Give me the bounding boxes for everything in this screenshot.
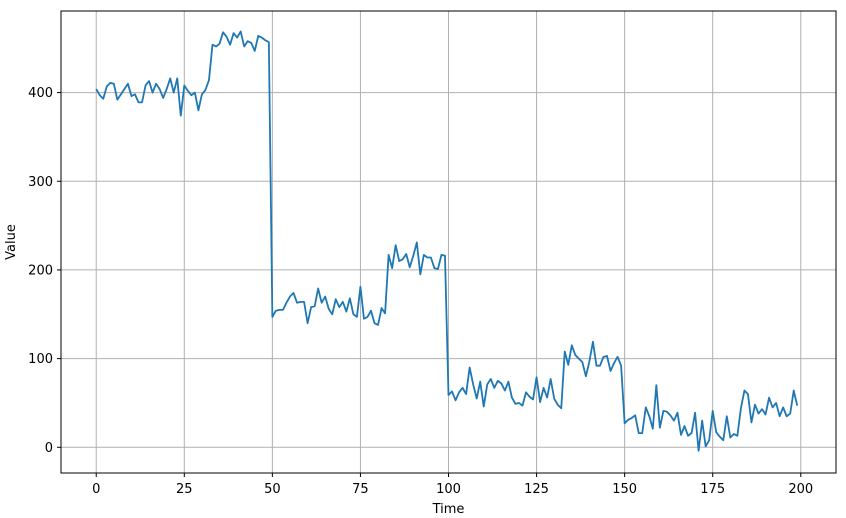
series-line <box>95 30 799 452</box>
x-tick-label: 125 <box>524 482 549 497</box>
x-tick-label: 0 <box>92 482 100 497</box>
y-tick-label: 300 <box>28 175 53 190</box>
axis-ticks: 0 25 50 75 100 125 150 175 200 0 100 200 300 400 <box>28 86 813 497</box>
x-tick-label: 150 <box>612 482 637 497</box>
y-tick-label: 0 <box>45 441 53 456</box>
x-tick-label: 200 <box>788 482 813 497</box>
y-tick-label: 200 <box>28 263 53 278</box>
y-tick-label: 400 <box>28 86 53 101</box>
x-tick-label: 75 <box>352 482 369 497</box>
x-axis-label: Time <box>432 502 465 517</box>
x-tick-label: 175 <box>700 482 725 497</box>
grid <box>61 11 836 473</box>
series-layer <box>95 30 799 452</box>
y-axis-label: Value <box>4 224 19 260</box>
plot-frame <box>60 10 837 474</box>
x-tick-label: 50 <box>264 482 281 497</box>
y-tick-label: 100 <box>28 352 53 367</box>
x-tick-label: 100 <box>436 482 461 497</box>
x-tick-label: 25 <box>176 482 193 497</box>
